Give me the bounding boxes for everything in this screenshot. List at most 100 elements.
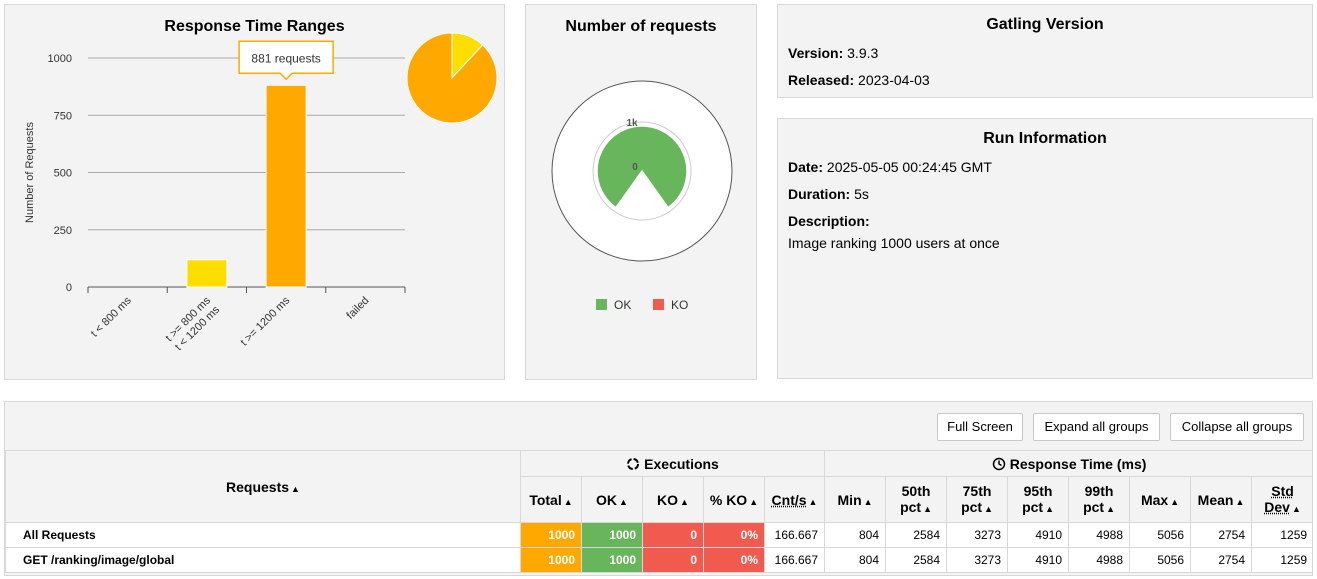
legend-swatch-ok — [596, 299, 607, 310]
col-min[interactable]: Min ▲ — [824, 476, 887, 523]
x-category-line: t >= 1200 ms — [238, 294, 292, 348]
col-ok-label: OK — [596, 491, 618, 508]
cell-total: 1000 — [520, 547, 582, 573]
gauge-label-min: 0 — [632, 162, 638, 173]
run-information-title: Run Information — [983, 130, 1107, 147]
cell-p75: 3273 — [946, 522, 1009, 548]
tooltip-text: 881 requests — [251, 51, 320, 65]
cell-ok: 1000 — [581, 547, 643, 573]
col-mean[interactable]: Mean ▲ — [1190, 476, 1253, 523]
cell-max: 5056 — [1129, 547, 1192, 573]
version-line: Version: 3.9.3 — [788, 45, 878, 61]
response-time-header: Response Time (ms) — [824, 450, 1312, 477]
table-row-all-requests[interactable]: All Requests 1000 1000 0 0% 166.667 804 … — [5, 522, 1312, 548]
cell-p75: 3273 — [946, 547, 1009, 573]
requests-header[interactable]: Requests ▲ — [5, 450, 521, 523]
x-category-label-3: failed — [344, 295, 371, 322]
cell-min: 804 — [824, 547, 887, 573]
executions-header: Executions — [519, 450, 826, 477]
cell-pct-ko: 0% — [703, 547, 765, 573]
col-dev-label: Dev — [1264, 498, 1290, 515]
col-cnt-s[interactable]: Cnt/s ▲ — [763, 476, 826, 523]
col-50th-pct-label: pct — [900, 498, 922, 515]
col-75th-pct-label: pct — [961, 498, 983, 515]
row-name: All Requests — [5, 522, 521, 548]
x-category-label-2: t >= 1200 ms — [238, 294, 292, 348]
full-screen-button[interactable]: Full Screen — [937, 413, 1023, 441]
description-label: Description: — [788, 213, 870, 229]
col-95th-pct[interactable]: 95th pct ▲ — [1007, 476, 1070, 523]
cell-p95: 4910 — [1007, 547, 1070, 573]
date-value: 2025-05-05 00:24:45 GMT — [826, 159, 992, 175]
expand-all-groups-button[interactable]: Expand all groups — [1033, 413, 1160, 441]
col-max-label: Max — [1140, 491, 1169, 508]
col-ko-label: KO — [657, 491, 679, 508]
sort-icon: ▲ — [1106, 503, 1115, 514]
gauge-label-max: 1k — [626, 118, 638, 129]
legend-swatch-ko — [653, 299, 664, 310]
released-value: 2023-04-03 — [858, 72, 930, 88]
cell-cnt-s: 166.667 — [763, 547, 826, 573]
sort-icon: ▲︎ — [563, 496, 573, 507]
duration-label: Duration: — [788, 186, 851, 202]
col-ko[interactable]: KO ▲ — [642, 476, 704, 523]
row-name: GET /ranking/image/global — [5, 547, 521, 573]
sort-asc-icon: ▲ — [291, 483, 300, 494]
col-50th-label: 50th — [901, 482, 931, 499]
col-total[interactable]: Total ▲︎ — [520, 476, 582, 523]
version-value: 3.9.3 — [847, 45, 879, 61]
released-label: Released: — [788, 72, 855, 88]
y-axis-label: Number of Requests — [24, 122, 36, 223]
col-min-label: Min — [837, 491, 862, 508]
x-category-label-0: t < 800 ms — [89, 294, 134, 339]
response-time-ranges-title: Response Time Ranges — [164, 18, 345, 35]
col-75th-label: 75th — [962, 482, 992, 499]
cell-total: 1000 — [520, 522, 582, 548]
x-category-line: failed — [344, 295, 371, 322]
col-ok[interactable]: OK ▲ — [581, 476, 643, 523]
run-information-panel: Run Information Date: 2025-05-05 00:24:4… — [777, 118, 1313, 379]
col-cnt-s-label: Cnt/s — [771, 491, 807, 508]
col-std-dev[interactable]: Std Dev ▲ — [1251, 476, 1312, 523]
x-category-line: t < 800 ms — [89, 294, 134, 339]
duration-value: 5s — [854, 186, 869, 202]
response-time-header-label: Response Time (ms) — [1009, 455, 1147, 472]
y-tick-label: 250 — [54, 225, 72, 237]
duration-line: Duration: 5s — [788, 186, 869, 202]
sort-icon: ▲ — [923, 503, 932, 514]
cell-p50: 2584 — [885, 522, 948, 548]
col-99th-pct[interactable]: 99th pct ▲ — [1068, 476, 1131, 523]
bar-tooltip: 881 requests — [238, 40, 334, 81]
response-time-ranges-chart: 0 250 500 750 1000 Number of Requests t < 800 … — [24, 32, 498, 353]
legend-label-ko: KO — [671, 298, 688, 312]
col-std-label: Std — [1271, 482, 1294, 499]
statistics-table: Requests ▲ Executions Response Time (ms) … — [5, 450, 1312, 573]
gauge-track — [592, 121, 692, 221]
cell-mean: 2754 — [1190, 522, 1253, 548]
table-row-get-ranking-image-global[interactable]: GET /ranking/image/global 1000 1000 0 0%… — [5, 547, 1312, 573]
col-50th-pct[interactable]: 50th pct ▲ — [885, 476, 948, 523]
collapse-all-groups-button[interactable]: Collapse all groups — [1170, 413, 1304, 441]
col-pct-ko[interactable]: % KO ▲ — [703, 476, 765, 523]
y-tick-label: 0 — [66, 282, 72, 294]
gatling-version-title: Gatling Version — [986, 16, 1104, 33]
pie-slice-1 — [406, 32, 498, 124]
sort-icon: ▲ — [1235, 496, 1245, 507]
col-95th-label: 95th — [1023, 482, 1053, 499]
executions-header-label: Executions — [644, 455, 719, 472]
y-tick-label: 750 — [54, 110, 72, 122]
cell-ko: 0 — [642, 522, 704, 548]
clock-icon — [992, 457, 1005, 470]
number-of-requests-title: Number of requests — [565, 18, 717, 35]
col-max[interactable]: Max ▲ — [1129, 476, 1192, 523]
cell-ok: 1000 — [581, 522, 643, 548]
gatling-version-panel: Gatling Version Version: 3.9.3 Released:… — [777, 4, 1313, 98]
date-line: Date: 2025-05-05 00:24:45 GMT — [788, 159, 992, 175]
col-75th-pct[interactable]: 75th pct ▲ — [946, 476, 1009, 523]
tooltip-box — [238, 40, 334, 81]
statistics-panel: Full Screen Expand all groups Collapse a… — [4, 401, 1313, 576]
cell-std: 1259 — [1251, 522, 1312, 548]
cell-p95: 4910 — [1007, 522, 1070, 548]
cell-mean: 2754 — [1190, 547, 1253, 573]
description-line: Description: — [788, 213, 870, 229]
